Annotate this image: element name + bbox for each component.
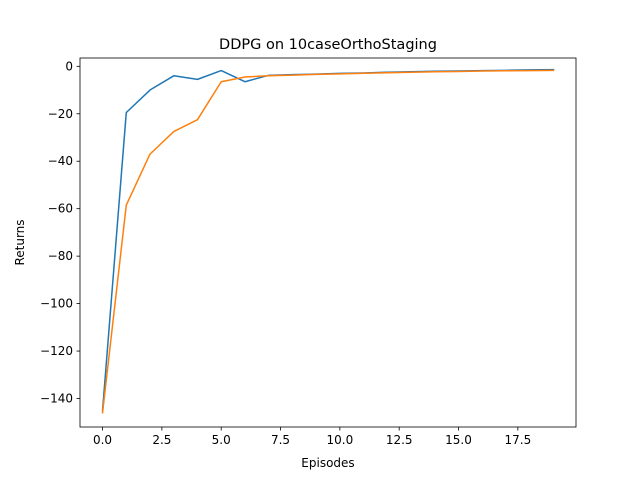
x-tick-label: 5.0 [212, 433, 231, 447]
y-tick-label: −120 [40, 344, 73, 358]
x-tick-label: 7.5 [271, 433, 290, 447]
y-tick-label: −40 [48, 154, 73, 168]
series-line-2 [101, 69, 555, 414]
y-tick-label: −60 [48, 202, 73, 216]
x-tick-label: 12.5 [386, 433, 413, 447]
y-tick-label: −20 [48, 107, 73, 121]
y-tick-label: 0 [65, 59, 73, 73]
y-tick-label: −100 [40, 297, 73, 311]
x-tick-label: 15.0 [445, 433, 472, 447]
chart-title: DDPG on 10caseOrthoStaging [219, 37, 437, 53]
axes-layer: 0.0 2.5 5.0 7.5 10.0 12.5 15.0 17.5 0 −20 −40 −60 −8… [40, 57, 577, 447]
series-layer [101, 68, 555, 414]
x-tick-label: 17.5 [504, 433, 531, 447]
x-tick-label: 0.0 [93, 433, 112, 447]
x-tick-label: 2.5 [152, 433, 171, 447]
x-axis-label: Episodes [301, 456, 354, 470]
axes-frame [79, 57, 577, 428]
x-tick-label: 10.0 [327, 433, 354, 447]
y-axis-label: Returns [13, 219, 27, 265]
y-tick-label: −140 [40, 392, 73, 406]
y-tick-label: −80 [48, 249, 73, 263]
